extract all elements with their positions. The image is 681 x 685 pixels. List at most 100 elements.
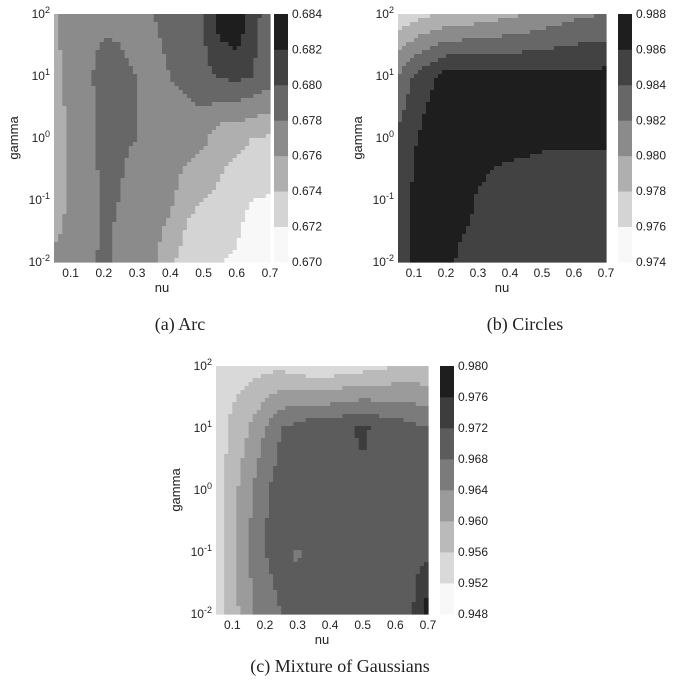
heatmap-cell <box>438 54 443 59</box>
heatmap-cell <box>414 14 419 19</box>
heatmap-cell <box>434 82 439 87</box>
heatmap-cell <box>207 194 213 199</box>
heatmap-cell <box>454 38 459 43</box>
heatmap-cell <box>99 30 105 35</box>
heatmap-cell <box>514 42 519 47</box>
heatmap-cell <box>418 86 423 91</box>
heatmap-cell <box>132 234 138 239</box>
heatmap-cell <box>434 78 439 83</box>
heatmap-cell <box>514 98 519 103</box>
heatmap-cell <box>582 102 587 107</box>
heatmap-cell <box>249 242 254 247</box>
heatmap-cell <box>498 130 503 135</box>
heatmap-cell <box>182 62 188 67</box>
heatmap-cell <box>186 214 192 219</box>
heatmap-cell <box>157 74 163 79</box>
heatmap-cell <box>518 14 523 19</box>
heatmap-cell <box>402 102 407 107</box>
heatmap-cell <box>58 246 63 251</box>
heatmap-cell <box>124 62 130 67</box>
heatmap-cell <box>128 114 134 119</box>
heatmap-cell <box>58 122 63 127</box>
heatmap-cell <box>558 114 563 119</box>
heatmap-cell <box>514 134 519 139</box>
heatmap-cell <box>103 206 109 211</box>
heatmap-cell <box>137 34 142 39</box>
heatmap-cell <box>186 42 192 47</box>
heatmap-cell <box>466 26 471 31</box>
heatmap-cell <box>103 34 109 39</box>
heatmap-cell <box>430 70 435 75</box>
heatmap-cell <box>602 70 607 75</box>
heatmap-cell <box>498 42 503 47</box>
heatmap-cell <box>91 122 97 127</box>
heatmap-cell <box>207 34 213 39</box>
heatmap-cell <box>514 38 519 43</box>
heatmap-cell <box>70 218 76 223</box>
heatmap-cell <box>594 70 599 75</box>
heatmap-cell <box>502 110 507 115</box>
heatmap-cell <box>120 246 126 251</box>
heatmap-cell <box>99 86 105 91</box>
heatmap-cell <box>87 190 92 195</box>
heatmap-cell <box>402 94 407 99</box>
heatmap-cell <box>203 18 209 23</box>
heatmap-cell <box>203 134 209 139</box>
heatmap-cell <box>66 186 72 191</box>
heatmap-cell <box>178 254 184 259</box>
heatmap-cell <box>137 174 142 179</box>
heatmap-cell <box>66 214 72 219</box>
heatmap-cell <box>418 54 423 59</box>
heatmap-cell <box>558 58 563 63</box>
heatmap-cell <box>191 110 196 115</box>
heatmap-cell <box>74 126 80 131</box>
heatmap-cell <box>574 134 579 139</box>
heatmap-cell <box>546 134 551 139</box>
heatmap-cell <box>95 62 101 67</box>
heatmap-cell <box>578 70 583 75</box>
heatmap-cell <box>78 66 84 71</box>
heatmap-cell <box>426 30 431 35</box>
heatmap-cell <box>128 34 134 39</box>
heatmap-cell <box>538 114 543 119</box>
heatmap-cell <box>157 110 163 115</box>
heatmap-cell <box>83 78 88 83</box>
heatmap-cell <box>434 42 439 47</box>
heatmap-cell <box>422 138 427 143</box>
heatmap-cell <box>174 42 180 47</box>
heatmap-cell <box>240 58 246 63</box>
heatmap-cell <box>178 258 184 263</box>
heatmap-cell <box>474 22 479 27</box>
heatmap-cell <box>434 70 439 75</box>
heatmap-cell <box>236 238 242 243</box>
heatmap-cell <box>128 246 134 251</box>
heatmap-cell <box>406 118 411 123</box>
heatmap-cell <box>141 142 146 147</box>
heatmap-cell <box>240 122 246 127</box>
heatmap-cell <box>554 118 559 123</box>
heatmap-cell <box>462 78 467 83</box>
heatmap-cell <box>174 30 180 35</box>
heatmap-cell <box>422 114 427 119</box>
heatmap-cell <box>462 26 467 31</box>
heatmap-cell <box>74 18 80 23</box>
heatmap-cell <box>199 218 205 223</box>
heatmap-cell <box>112 50 117 55</box>
heatmap-cell <box>422 62 427 67</box>
heatmap-cell <box>458 66 463 71</box>
heatmap-cell <box>207 206 213 211</box>
heatmap-cell <box>462 130 467 135</box>
heatmap-cell <box>538 34 543 39</box>
heatmap-cell <box>132 14 138 19</box>
heatmap-cell <box>550 122 555 127</box>
heatmap-cell <box>249 218 254 223</box>
heatmap-cell <box>590 54 595 59</box>
heatmap-cell <box>538 126 543 131</box>
heatmap-cell <box>602 42 607 47</box>
heatmap-cell <box>398 126 403 131</box>
heatmap-cell <box>261 158 267 163</box>
heatmap-cell <box>99 138 105 143</box>
heatmap-cell <box>137 154 142 159</box>
heatmap-cell <box>178 98 184 103</box>
heatmap-cell <box>406 62 411 67</box>
